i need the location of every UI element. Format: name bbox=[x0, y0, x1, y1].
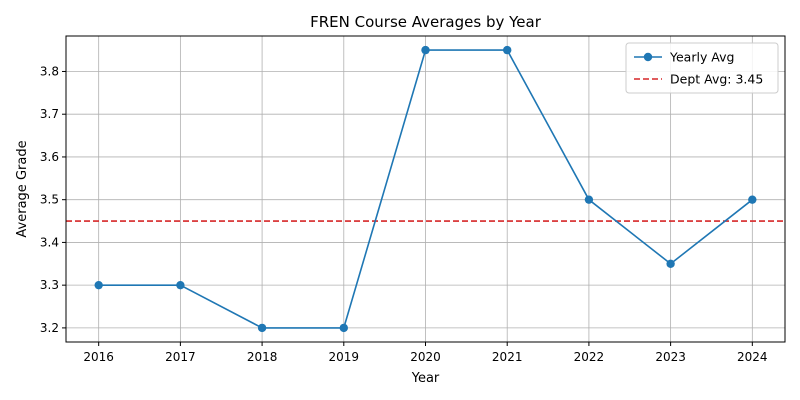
x-tick-label: 2017 bbox=[165, 350, 196, 364]
legend-box bbox=[625, 42, 779, 94]
y-tick-label: 3.8 bbox=[40, 64, 59, 78]
series-layer bbox=[94, 45, 757, 333]
x-tick-label: 2016 bbox=[83, 350, 114, 364]
grid bbox=[66, 36, 785, 342]
y-tick-label: 3.3 bbox=[40, 278, 59, 292]
x-tick-label: 2018 bbox=[247, 350, 278, 364]
data-point bbox=[666, 259, 675, 268]
y-tick-label: 3.7 bbox=[40, 107, 59, 121]
chart-title: FREN Course Averages by Year bbox=[310, 13, 542, 31]
data-point bbox=[421, 45, 430, 55]
x-tick-label: 2021 bbox=[492, 350, 523, 364]
y-axis-ticks: 3.2 3.3 3.4 3.5 3.6 3.7 3.8 bbox=[40, 64, 66, 335]
legend-label-dept-avg: Dept Avg: 3.45 bbox=[670, 72, 763, 87]
data-point bbox=[503, 45, 512, 55]
x-tick-label: 2020 bbox=[410, 350, 441, 364]
data-point bbox=[176, 280, 185, 290]
x-tick-label: 2024 bbox=[737, 350, 768, 364]
x-axis-ticks: 2016 2017 2018 2019 2020 2021 2022 2023 2024 bbox=[83, 342, 768, 364]
legend: Yearly Avg Dept Avg: 3.45 bbox=[625, 42, 779, 94]
legend-marker bbox=[643, 52, 653, 62]
data-point bbox=[584, 195, 594, 204]
data-point bbox=[94, 280, 103, 290]
y-axis-label: Average Grade bbox=[15, 140, 30, 237]
y-tick-label: 3.6 bbox=[40, 150, 59, 164]
x-tick-label: 2023 bbox=[655, 350, 686, 364]
x-tick-label: 2019 bbox=[329, 350, 360, 364]
legend-label-yearly-avg: Yearly Avg bbox=[669, 50, 734, 65]
data-point bbox=[339, 323, 348, 333]
y-tick-label: 3.5 bbox=[40, 193, 59, 207]
y-tick-label: 3.2 bbox=[40, 321, 59, 335]
data-point bbox=[748, 195, 757, 204]
x-axis-label: Year bbox=[411, 371, 440, 386]
y-tick-label: 3.4 bbox=[40, 235, 59, 249]
x-tick-label: 2022 bbox=[574, 350, 605, 364]
data-point bbox=[257, 323, 267, 333]
